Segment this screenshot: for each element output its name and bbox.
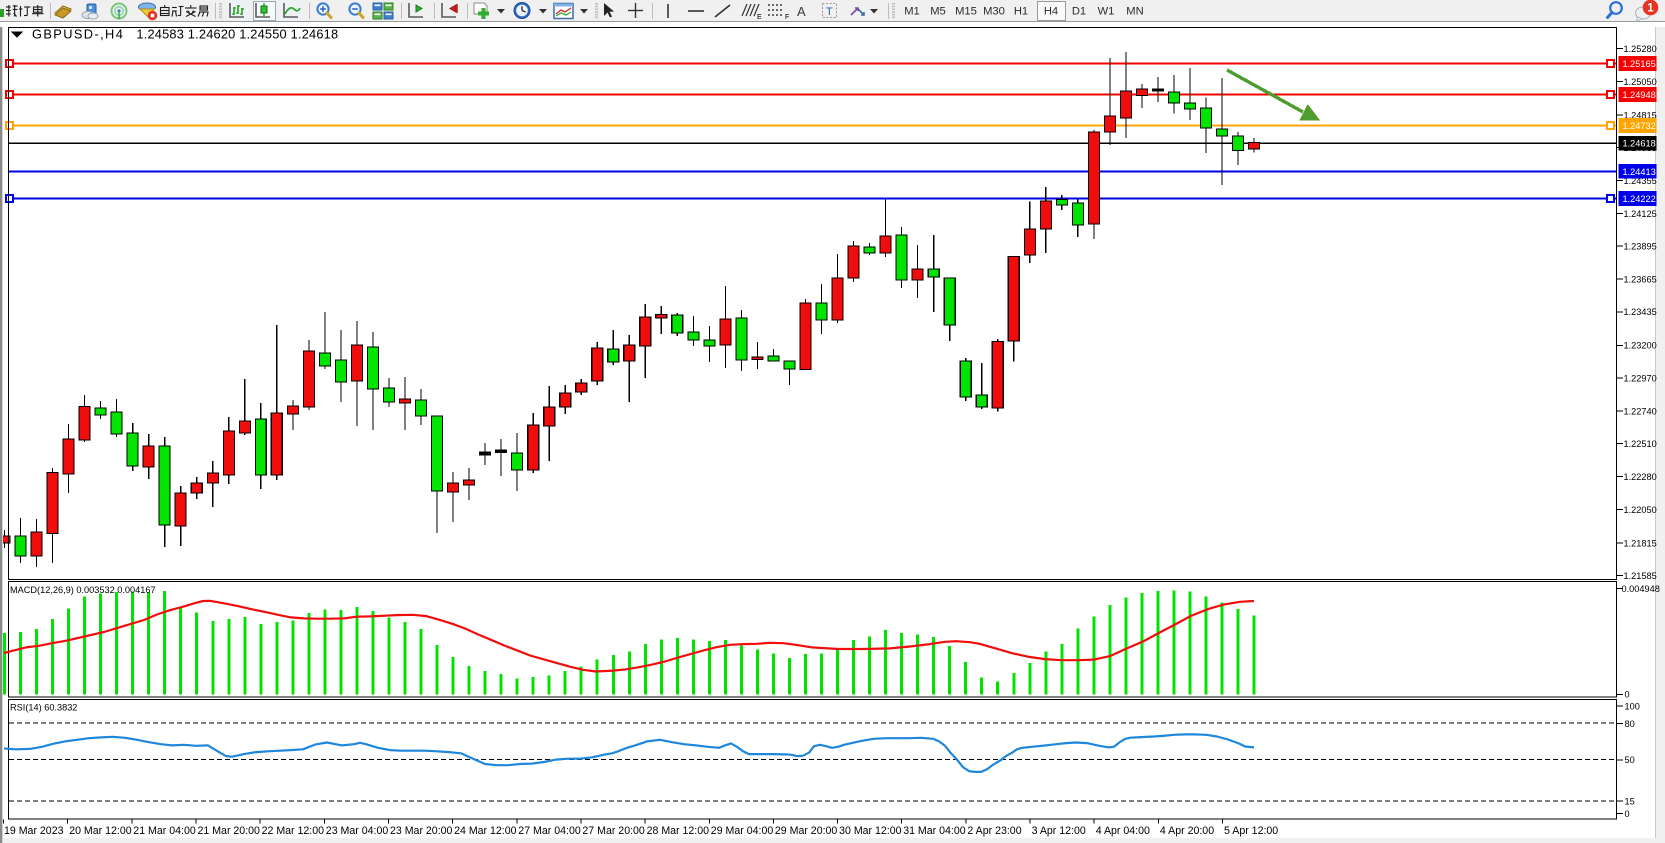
svg-text:1.22510: 1.22510 xyxy=(1624,439,1657,449)
svg-text:21 Mar 20:00: 21 Mar 20:00 xyxy=(198,825,261,837)
svg-text:1.23435: 1.23435 xyxy=(1624,307,1657,317)
svg-text:1.23200: 1.23200 xyxy=(1624,341,1657,351)
svg-text:23 Mar 20:00: 23 Mar 20:00 xyxy=(390,825,453,837)
svg-text:2 Apr 23:00: 2 Apr 23:00 xyxy=(967,825,1021,837)
svg-text:1.24815: 1.24815 xyxy=(1624,110,1657,120)
svg-text:1.22050: 1.22050 xyxy=(1624,505,1657,515)
svg-text:M5: M5 xyxy=(930,6,946,18)
svg-text:3 Apr 12:00: 3 Apr 12:00 xyxy=(1032,825,1086,837)
svg-text:27 Mar 20:00: 27 Mar 20:00 xyxy=(582,825,645,837)
svg-text:T: T xyxy=(826,6,833,18)
svg-text:19 Mar 2023: 19 Mar 2023 xyxy=(4,825,64,837)
svg-text:M30: M30 xyxy=(983,6,1005,18)
svg-text:29 Mar 04:00: 29 Mar 04:00 xyxy=(711,825,774,837)
svg-text:21 Mar 04:00: 21 Mar 04:00 xyxy=(133,825,196,837)
svg-text:1.21585: 1.21585 xyxy=(1624,571,1657,581)
svg-text:23 Mar 04:00: 23 Mar 04:00 xyxy=(326,825,389,837)
svg-text:M1: M1 xyxy=(904,6,920,18)
svg-text:5 Apr 12:00: 5 Apr 12:00 xyxy=(1224,825,1278,837)
svg-text:RSI(14) 60.3832: RSI(14) 60.3832 xyxy=(10,703,77,713)
svg-text:1.24222: 1.24222 xyxy=(1623,194,1656,204)
svg-text:1.23895: 1.23895 xyxy=(1624,242,1657,252)
svg-text:0: 0 xyxy=(1625,809,1630,819)
svg-text:E: E xyxy=(757,14,762,21)
svg-text:H1: H1 xyxy=(1014,6,1028,18)
svg-text:M15: M15 xyxy=(955,6,977,18)
svg-text:1.25050: 1.25050 xyxy=(1624,77,1657,87)
svg-text:15: 15 xyxy=(1625,796,1635,806)
svg-text:1.24732: 1.24732 xyxy=(1623,121,1656,131)
svg-text:H4: H4 xyxy=(1044,6,1058,18)
svg-text:1.24583 1.24620 1.24550 1.2461: 1.24583 1.24620 1.24550 1.24618 xyxy=(136,26,338,41)
svg-text:1: 1 xyxy=(1647,3,1654,15)
svg-text:1.24948: 1.24948 xyxy=(1623,90,1656,100)
svg-text:1.25280: 1.25280 xyxy=(1624,44,1657,54)
svg-text:22 Mar 12:00: 22 Mar 12:00 xyxy=(262,825,325,837)
svg-text:W1: W1 xyxy=(1098,6,1115,18)
svg-text:27 Mar 04:00: 27 Mar 04:00 xyxy=(518,825,581,837)
svg-text:GBPUSD-,H4: GBPUSD-,H4 xyxy=(32,26,124,41)
svg-text:1.22970: 1.22970 xyxy=(1624,374,1657,384)
svg-text:28 Mar 12:00: 28 Mar 12:00 xyxy=(647,825,710,837)
svg-text:A: A xyxy=(797,4,806,19)
svg-text:1.22280: 1.22280 xyxy=(1624,472,1657,482)
svg-text:1.22740: 1.22740 xyxy=(1624,406,1657,416)
svg-text:50: 50 xyxy=(1625,755,1635,765)
svg-text:31 Mar 04:00: 31 Mar 04:00 xyxy=(903,825,966,837)
svg-text:1.24618: 1.24618 xyxy=(1623,139,1656,149)
svg-text:MN: MN xyxy=(1126,6,1143,18)
svg-text:F: F xyxy=(785,14,789,21)
svg-text:1.24125: 1.24125 xyxy=(1624,209,1657,219)
svg-text:29 Mar 20:00: 29 Mar 20:00 xyxy=(775,825,838,837)
svg-text:0: 0 xyxy=(1625,690,1630,700)
svg-text:1.25165: 1.25165 xyxy=(1623,59,1656,69)
svg-text:30 Mar 12:00: 30 Mar 12:00 xyxy=(839,825,902,837)
svg-text:D1: D1 xyxy=(1072,6,1086,18)
svg-text:1.21815: 1.21815 xyxy=(1624,538,1657,548)
svg-text:1.23665: 1.23665 xyxy=(1624,274,1657,284)
svg-text:MACD(12,26,9) 0.003532 0.00416: MACD(12,26,9) 0.003532 0.004167 xyxy=(10,585,156,595)
svg-text:1.24413: 1.24413 xyxy=(1623,167,1656,177)
svg-text:100: 100 xyxy=(1625,701,1640,711)
svg-text:4 Apr 04:00: 4 Apr 04:00 xyxy=(1096,825,1150,837)
svg-text:24 Mar 12:00: 24 Mar 12:00 xyxy=(454,825,517,837)
svg-text:1.24355: 1.24355 xyxy=(1624,176,1657,186)
svg-text:0.004948: 0.004948 xyxy=(1622,584,1660,594)
svg-text:80: 80 xyxy=(1625,719,1635,729)
svg-text:20 Mar 12:00: 20 Mar 12:00 xyxy=(69,825,132,837)
svg-text:4 Apr 20:00: 4 Apr 20:00 xyxy=(1160,825,1214,837)
